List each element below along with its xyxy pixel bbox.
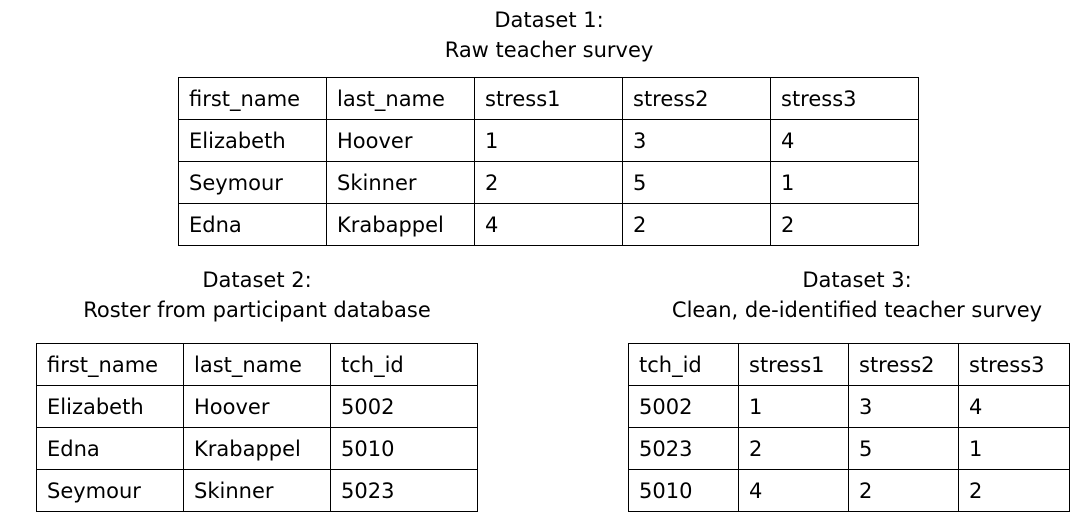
- table-cell: 4: [474, 203, 623, 246]
- column-header: stress1: [474, 77, 623, 120]
- table-cell: 5010: [330, 427, 478, 470]
- table-row: Elizabeth Hoover 5002: [36, 385, 478, 428]
- table-cell: 2: [738, 427, 849, 470]
- table-row: Edna Krabappel 4 2 2: [178, 203, 919, 246]
- table-cell: Krabappel: [326, 203, 475, 246]
- table-cell: Hoover: [183, 385, 331, 428]
- table-cell: 4: [958, 385, 1070, 428]
- table-cell: Hoover: [326, 119, 475, 162]
- table-cell: 5023: [330, 469, 478, 512]
- column-header: stress2: [622, 77, 771, 120]
- table-row: 5002 1 3 4: [628, 385, 1070, 428]
- table-header-row: first_name last_name tch_id: [36, 343, 478, 386]
- table-cell: Skinner: [183, 469, 331, 512]
- dataset1-subtitle: Raw teacher survey: [444, 38, 654, 62]
- dataset3-title: Dataset 3:: [802, 268, 912, 292]
- dataset2-caption: Dataset 2: Roster from participant datab…: [57, 265, 457, 325]
- table-cell: Elizabeth: [36, 385, 184, 428]
- column-header: last_name: [183, 343, 331, 386]
- table-cell: 4: [738, 469, 849, 512]
- table-cell: Krabappel: [183, 427, 331, 470]
- table-row: 5023 2 5 1: [628, 427, 1070, 470]
- table-cell: Elizabeth: [178, 119, 327, 162]
- table-cell: Edna: [178, 203, 327, 246]
- dataset1-caption: Dataset 1: Raw teacher survey: [399, 5, 699, 65]
- table-row: Seymour Skinner 2 5 1: [178, 161, 919, 204]
- dataset3-subtitle: Clean, de-identified teacher survey: [671, 298, 1043, 322]
- table-cell: 3: [848, 385, 959, 428]
- table-cell: 2: [474, 161, 623, 204]
- table-cell: 5: [848, 427, 959, 470]
- table-cell: Seymour: [36, 469, 184, 512]
- column-header: tch_id: [330, 343, 478, 386]
- table-cell: Skinner: [326, 161, 475, 204]
- column-header: first_name: [178, 77, 327, 120]
- table-cell: 1: [770, 161, 919, 204]
- column-header: stress1: [738, 343, 849, 386]
- table-cell: 1: [738, 385, 849, 428]
- dataset1-title: Dataset 1:: [494, 8, 604, 32]
- dataset1-table: first_name last_name stress1 stress2 str…: [178, 77, 919, 246]
- dataset2-table: first_name last_name tch_id Elizabeth Ho…: [36, 343, 478, 512]
- table-cell: 2: [848, 469, 959, 512]
- table-cell: 4: [770, 119, 919, 162]
- dataset3-table: tch_id stress1 stress2 stress3 5002 1 3 …: [628, 343, 1070, 512]
- table-cell: 2: [958, 469, 1070, 512]
- table-cell: Edna: [36, 427, 184, 470]
- table-cell: 2: [622, 203, 771, 246]
- column-header: stress3: [958, 343, 1070, 386]
- table-header-row: first_name last_name stress1 stress2 str…: [178, 77, 919, 120]
- table-cell: 5: [622, 161, 771, 204]
- column-header: tch_id: [628, 343, 739, 386]
- dataset2-subtitle: Roster from participant database: [83, 298, 431, 322]
- table-row: Elizabeth Hoover 1 3 4: [178, 119, 919, 162]
- table-cell: 5010: [628, 469, 739, 512]
- column-header: last_name: [326, 77, 475, 120]
- table-cell: 3: [622, 119, 771, 162]
- table-row: Seymour Skinner 5023: [36, 469, 478, 512]
- table-cell: Seymour: [178, 161, 327, 204]
- table-cell: 1: [474, 119, 623, 162]
- table-cell: 5002: [628, 385, 739, 428]
- table-cell: 1: [958, 427, 1070, 470]
- dataset3-caption: Dataset 3: Clean, de-identified teacher …: [647, 265, 1067, 325]
- dataset2-title: Dataset 2:: [202, 268, 312, 292]
- table-header-row: tch_id stress1 stress2 stress3: [628, 343, 1070, 386]
- column-header: stress2: [848, 343, 959, 386]
- table-row: Edna Krabappel 5010: [36, 427, 478, 470]
- column-header: first_name: [36, 343, 184, 386]
- table-cell: 2: [770, 203, 919, 246]
- table-cell: 5002: [330, 385, 478, 428]
- table-row: 5010 4 2 2: [628, 469, 1070, 512]
- column-header: stress3: [770, 77, 919, 120]
- table-cell: 5023: [628, 427, 739, 470]
